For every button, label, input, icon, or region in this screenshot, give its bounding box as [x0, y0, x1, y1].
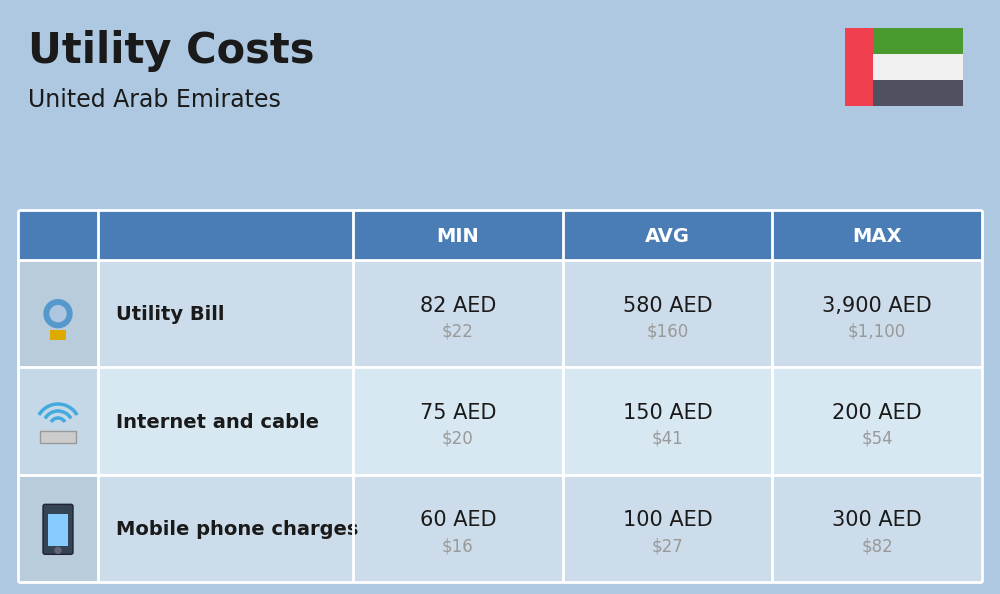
Bar	[98, 367, 982, 475]
Bar	[845, 28, 873, 106]
Bar	[873, 80, 963, 106]
Text: 580 AED: 580 AED	[623, 296, 712, 315]
Text: Mobile phone charges: Mobile phone charges	[116, 520, 358, 539]
Text: 200 AED: 200 AED	[832, 403, 922, 423]
Bar	[18, 367, 98, 475]
Bar	[98, 260, 982, 367]
Bar	[873, 54, 963, 80]
Text: Internet and cable: Internet and cable	[116, 412, 319, 431]
Bar	[48, 514, 68, 546]
Text: $82: $82	[861, 538, 893, 555]
Bar	[873, 28, 963, 54]
Bar	[40, 431, 76, 443]
Text: 100 AED: 100 AED	[623, 510, 712, 530]
Circle shape	[44, 299, 72, 328]
Circle shape	[50, 306, 66, 322]
Text: Utility Bill: Utility Bill	[116, 305, 224, 324]
Text: $1,100: $1,100	[848, 323, 906, 341]
Text: $22: $22	[442, 323, 474, 341]
Text: $160: $160	[646, 323, 689, 341]
Text: $16: $16	[442, 538, 474, 555]
Text: MAX: MAX	[852, 226, 902, 245]
Text: $27: $27	[652, 538, 683, 555]
Text: $41: $41	[652, 430, 683, 448]
Text: 300 AED: 300 AED	[832, 510, 922, 530]
Circle shape	[55, 547, 61, 554]
Text: 150 AED: 150 AED	[623, 403, 712, 423]
Text: 75 AED: 75 AED	[420, 403, 496, 423]
Bar	[98, 475, 982, 582]
Text: 3,900 AED: 3,900 AED	[822, 296, 932, 315]
Bar	[18, 475, 98, 582]
Text: 82 AED: 82 AED	[420, 296, 496, 315]
Text: MIN: MIN	[436, 226, 479, 245]
Text: $20: $20	[442, 430, 474, 448]
Text: AVG: AVG	[645, 226, 690, 245]
FancyBboxPatch shape	[43, 504, 73, 554]
Text: United Arab Emirates: United Arab Emirates	[28, 88, 281, 112]
Bar	[18, 210, 982, 260]
Text: Utility Costs: Utility Costs	[28, 30, 314, 72]
Text: 60 AED: 60 AED	[420, 510, 496, 530]
Text: $54: $54	[861, 430, 893, 448]
Bar	[50, 330, 66, 340]
Bar	[18, 260, 98, 367]
